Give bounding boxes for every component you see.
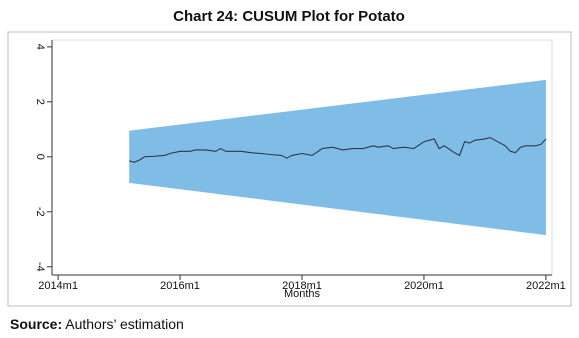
x-tick-label: 2016m1 <box>160 280 200 292</box>
x-tick-label: 2014m1 <box>38 280 78 292</box>
y-tick-label: 4 <box>34 44 46 50</box>
y-tick-label: 2 <box>34 99 46 105</box>
y-tick-label: 0 <box>34 154 46 160</box>
x-axis-title: Months <box>284 288 321 300</box>
x-tick-label: 2022m1 <box>526 280 566 292</box>
source: Source: Authors’ estimation <box>10 316 184 332</box>
cusum-line <box>129 136 547 163</box>
source-label: Source: <box>10 316 62 332</box>
x-tick-label: 2020m1 <box>404 280 444 292</box>
x-tick-label: 2018m1 <box>282 280 322 292</box>
confidence-band <box>129 79 546 236</box>
y-tick-label: -2 <box>34 207 46 217</box>
chart-title: Chart 24: CUSUM Plot for Potato <box>173 8 405 25</box>
y-tick-label: -4 <box>34 262 46 272</box>
source-text: Authors’ estimation <box>65 316 184 332</box>
